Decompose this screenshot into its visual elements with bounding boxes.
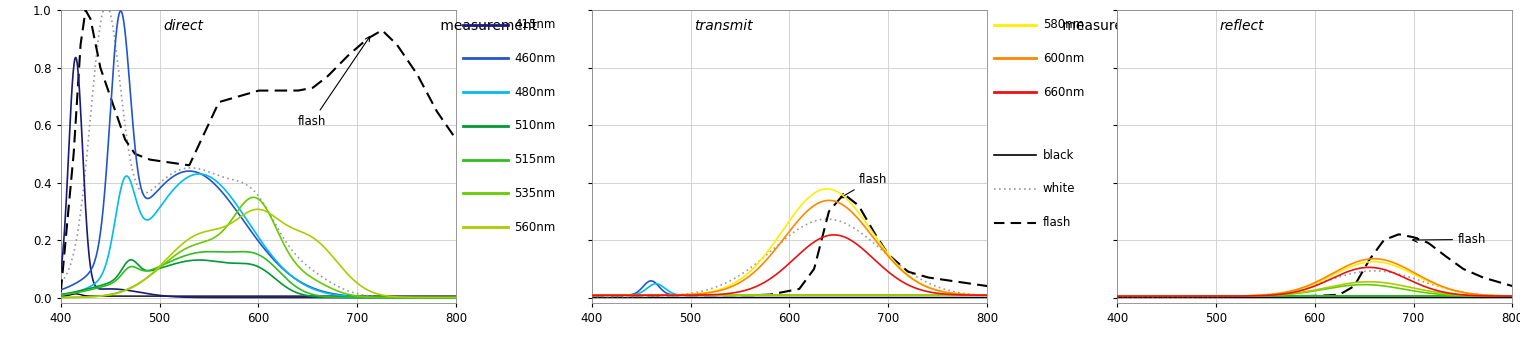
Text: 480nm: 480nm: [514, 86, 556, 99]
Text: flash: flash: [1043, 216, 1072, 229]
Text: white: white: [1043, 182, 1076, 195]
Text: flash: flash: [841, 173, 888, 198]
Text: flash: flash: [1412, 233, 1487, 246]
Text: 580nm: 580nm: [1043, 18, 1084, 31]
Text: black: black: [1043, 149, 1075, 162]
Text: direct: direct: [164, 19, 204, 33]
Text: 535nm: 535nm: [514, 187, 556, 200]
Text: 415nm: 415nm: [514, 18, 556, 31]
Text: 560nm: 560nm: [514, 221, 556, 234]
Text: measurement: measurement: [436, 19, 538, 33]
Text: 600nm: 600nm: [1043, 52, 1084, 65]
Text: 660nm: 660nm: [1043, 86, 1084, 99]
Text: measurement: measurement: [1058, 19, 1160, 33]
Text: 510nm: 510nm: [514, 119, 556, 132]
Text: transmit: transmit: [695, 19, 752, 33]
Text: 460nm: 460nm: [514, 52, 556, 65]
Text: reflect: reflect: [1221, 19, 1265, 33]
Text: flash: flash: [298, 36, 369, 128]
Text: 515nm: 515nm: [514, 153, 556, 166]
